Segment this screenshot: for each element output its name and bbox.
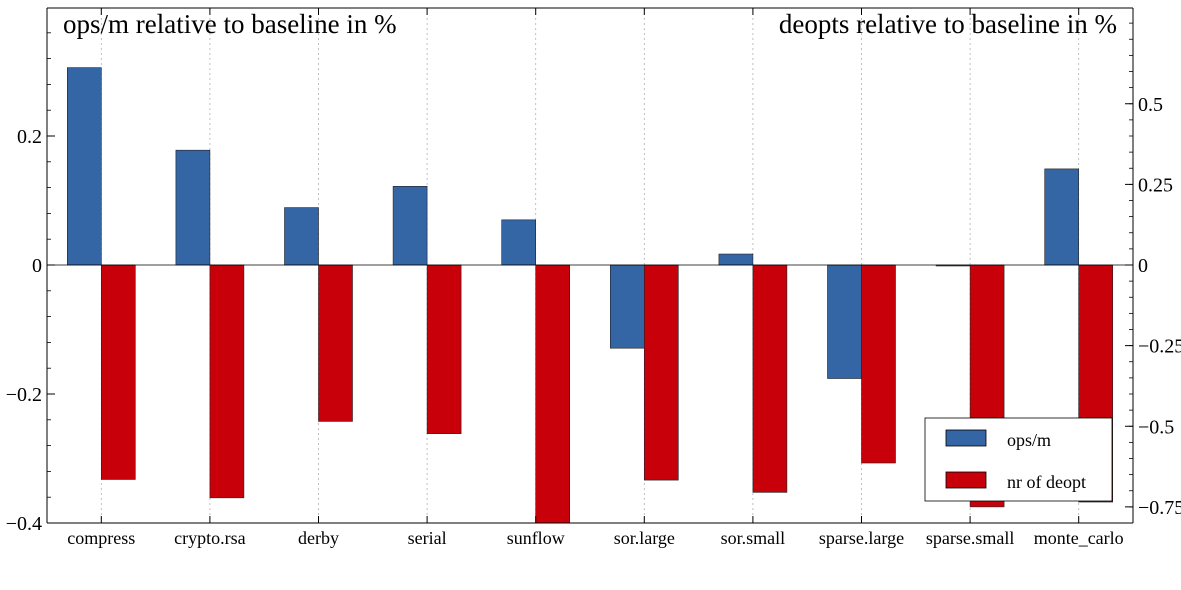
category-label: crypto.rsa xyxy=(174,528,245,548)
bar-deopt xyxy=(101,264,136,480)
category-label: monte_carlo xyxy=(1034,528,1124,548)
right-tick-label: −0.75 xyxy=(1138,497,1181,519)
bar-deopt xyxy=(861,264,896,464)
category-label: sparse.large xyxy=(819,528,904,548)
labels: compress crypto.rsa derby serial sunflow sor.… xyxy=(6,94,1181,548)
right-tick-label: −0.5 xyxy=(1138,416,1174,438)
bar-deopt xyxy=(209,264,245,499)
bar-deopt xyxy=(643,264,679,481)
right-tick-label: 0.25 xyxy=(1138,174,1173,196)
bar-ops xyxy=(67,67,102,266)
left-tick-label: −0.4 xyxy=(6,513,42,535)
left-tick-label: −0.2 xyxy=(6,384,42,406)
category-label: sor.small xyxy=(721,528,786,548)
bar-deopt xyxy=(318,264,353,422)
bar-ops xyxy=(827,264,862,379)
right-tick-label: 0.5 xyxy=(1138,94,1163,116)
left-tick-label: 0 xyxy=(32,255,42,277)
category-label: derby xyxy=(298,528,339,548)
legend: ops/m nr of deopt xyxy=(924,417,1113,502)
legend-label-ops: ops/m xyxy=(1007,430,1051,450)
left-tick-label: 0.2 xyxy=(17,126,42,148)
bar-deopt xyxy=(535,264,571,524)
category-label: sor.large xyxy=(614,528,675,548)
legend-label-deopt: nr of deopt xyxy=(1007,472,1086,492)
category-label: compress xyxy=(67,528,135,548)
bar-ops xyxy=(501,219,537,266)
category-label: sunflow xyxy=(507,528,565,548)
category-label: sparse.small xyxy=(926,528,1014,548)
right-axis-title: deopts relative to baseline in % xyxy=(779,9,1117,39)
bar-deopt xyxy=(426,264,462,434)
right-tick-label: −0.25 xyxy=(1138,336,1181,358)
legend-swatch-deopt xyxy=(945,471,987,489)
bar-ops xyxy=(284,207,319,266)
bar-ops xyxy=(1044,168,1079,266)
bar-ops xyxy=(392,186,428,266)
bar-ops xyxy=(609,264,645,349)
bar-deopt xyxy=(752,264,788,493)
bar-ops xyxy=(718,253,754,266)
category-label: serial xyxy=(408,528,447,548)
legend-swatch-ops xyxy=(945,429,987,447)
right-tick-label: 0 xyxy=(1138,255,1148,277)
bar-ops xyxy=(175,149,211,266)
axes xyxy=(46,7,1134,524)
left-axis-title: ops/m relative to baseline in % xyxy=(63,9,397,39)
